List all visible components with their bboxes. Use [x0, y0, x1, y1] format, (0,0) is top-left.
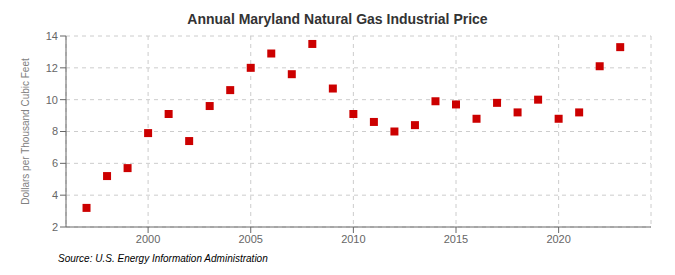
html-text:Annual Maryland Natural Gas In: Annual Maryland Natural Gas Industrial P…: [187, 11, 488, 27]
svg-text:2010: 2010: [341, 233, 365, 245]
svg-text:2: 2: [52, 221, 58, 233]
svg-text:6: 6: [52, 157, 58, 169]
svg-text:8: 8: [52, 125, 58, 137]
svg-text:14: 14: [46, 30, 58, 42]
svg-text:4: 4: [52, 189, 58, 201]
svg-text:2000: 2000: [136, 233, 160, 245]
svg-text:Dollars per Thousand Cubic Fee: Dollars per Thousand Cubic Feet: [20, 58, 31, 205]
svg-text:2005: 2005: [238, 233, 262, 245]
svg-text:2020: 2020: [546, 233, 570, 245]
svg-text:2015: 2015: [444, 233, 468, 245]
html-text:Source: U.S. Energy Informatio: Source: U.S. Energy Information Administ…: [58, 253, 268, 264]
svg-text:10: 10: [46, 94, 58, 106]
svg-text:12: 12: [46, 62, 58, 74]
